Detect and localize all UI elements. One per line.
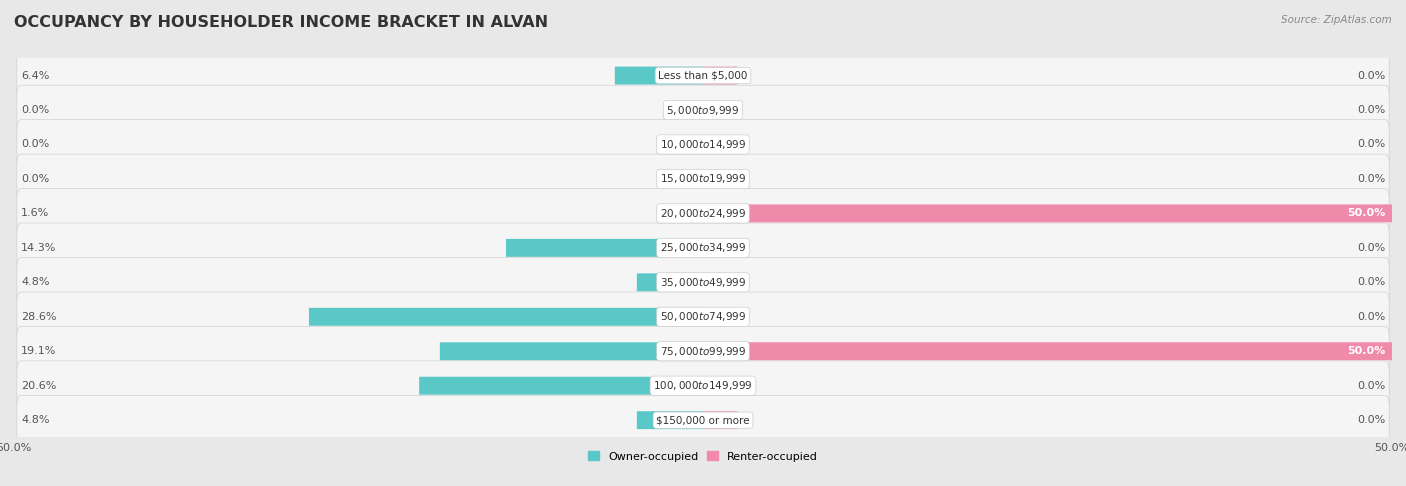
- FancyBboxPatch shape: [17, 189, 1389, 238]
- Text: 6.4%: 6.4%: [21, 70, 49, 81]
- FancyBboxPatch shape: [703, 273, 738, 291]
- FancyBboxPatch shape: [669, 205, 703, 223]
- FancyBboxPatch shape: [21, 360, 1389, 410]
- FancyBboxPatch shape: [703, 377, 738, 395]
- Text: $35,000 to $49,999: $35,000 to $49,999: [659, 276, 747, 289]
- FancyBboxPatch shape: [703, 136, 738, 154]
- FancyBboxPatch shape: [637, 411, 703, 429]
- FancyBboxPatch shape: [21, 119, 1389, 169]
- Text: 14.3%: 14.3%: [21, 243, 56, 253]
- Text: 20.6%: 20.6%: [21, 381, 56, 391]
- Text: 0.0%: 0.0%: [1357, 139, 1385, 150]
- FancyBboxPatch shape: [21, 257, 1389, 307]
- FancyBboxPatch shape: [17, 223, 1389, 273]
- Text: 0.0%: 0.0%: [1357, 312, 1385, 322]
- FancyBboxPatch shape: [703, 342, 1392, 360]
- Text: 0.0%: 0.0%: [1357, 70, 1385, 81]
- Text: $15,000 to $19,999: $15,000 to $19,999: [659, 173, 747, 186]
- Text: 28.6%: 28.6%: [21, 312, 56, 322]
- Text: $5,000 to $9,999: $5,000 to $9,999: [666, 104, 740, 117]
- FancyBboxPatch shape: [17, 120, 1389, 169]
- FancyBboxPatch shape: [703, 67, 738, 85]
- FancyBboxPatch shape: [703, 101, 738, 119]
- Text: OCCUPANCY BY HOUSEHOLDER INCOME BRACKET IN ALVAN: OCCUPANCY BY HOUSEHOLDER INCOME BRACKET …: [14, 15, 548, 30]
- Text: 50.0%: 50.0%: [1347, 208, 1385, 218]
- Text: $25,000 to $34,999: $25,000 to $34,999: [659, 242, 747, 254]
- FancyBboxPatch shape: [21, 154, 1389, 203]
- FancyBboxPatch shape: [506, 239, 703, 257]
- FancyBboxPatch shape: [17, 51, 1389, 101]
- FancyBboxPatch shape: [703, 170, 738, 188]
- Text: 0.0%: 0.0%: [1357, 243, 1385, 253]
- Text: Less than $5,000: Less than $5,000: [658, 70, 748, 81]
- Text: Source: ZipAtlas.com: Source: ZipAtlas.com: [1281, 15, 1392, 25]
- Text: 4.8%: 4.8%: [21, 278, 49, 287]
- FancyBboxPatch shape: [17, 395, 1389, 445]
- Text: $20,000 to $24,999: $20,000 to $24,999: [659, 207, 747, 220]
- Text: $75,000 to $99,999: $75,000 to $99,999: [659, 345, 747, 358]
- FancyBboxPatch shape: [703, 239, 738, 257]
- Text: 19.1%: 19.1%: [21, 346, 56, 356]
- FancyBboxPatch shape: [17, 327, 1389, 376]
- Text: $100,000 to $149,999: $100,000 to $149,999: [654, 379, 752, 392]
- FancyBboxPatch shape: [21, 85, 1389, 134]
- FancyBboxPatch shape: [669, 170, 703, 188]
- FancyBboxPatch shape: [17, 292, 1389, 342]
- FancyBboxPatch shape: [669, 101, 703, 119]
- Text: $10,000 to $14,999: $10,000 to $14,999: [659, 138, 747, 151]
- Text: $150,000 or more: $150,000 or more: [657, 415, 749, 425]
- Text: 0.0%: 0.0%: [21, 174, 49, 184]
- Text: $50,000 to $74,999: $50,000 to $74,999: [659, 310, 747, 323]
- FancyBboxPatch shape: [17, 85, 1389, 135]
- Legend: Owner-occupied, Renter-occupied: Owner-occupied, Renter-occupied: [583, 447, 823, 466]
- FancyBboxPatch shape: [419, 377, 703, 395]
- Text: 4.8%: 4.8%: [21, 415, 49, 425]
- Text: 0.0%: 0.0%: [1357, 278, 1385, 287]
- Text: 0.0%: 0.0%: [21, 105, 49, 115]
- Text: 0.0%: 0.0%: [1357, 105, 1385, 115]
- FancyBboxPatch shape: [703, 411, 738, 429]
- FancyBboxPatch shape: [440, 342, 703, 360]
- Text: 1.6%: 1.6%: [21, 208, 49, 218]
- FancyBboxPatch shape: [21, 223, 1389, 272]
- Text: 0.0%: 0.0%: [1357, 174, 1385, 184]
- FancyBboxPatch shape: [703, 308, 738, 326]
- FancyBboxPatch shape: [614, 67, 703, 85]
- FancyBboxPatch shape: [21, 395, 1389, 444]
- Text: 0.0%: 0.0%: [1357, 381, 1385, 391]
- FancyBboxPatch shape: [17, 361, 1389, 411]
- FancyBboxPatch shape: [21, 188, 1389, 238]
- FancyBboxPatch shape: [309, 308, 703, 326]
- FancyBboxPatch shape: [17, 258, 1389, 307]
- FancyBboxPatch shape: [21, 326, 1389, 375]
- Text: 0.0%: 0.0%: [21, 139, 49, 150]
- FancyBboxPatch shape: [703, 205, 1392, 223]
- Text: 0.0%: 0.0%: [1357, 415, 1385, 425]
- FancyBboxPatch shape: [669, 136, 703, 154]
- FancyBboxPatch shape: [21, 291, 1389, 341]
- Text: 50.0%: 50.0%: [1347, 346, 1385, 356]
- FancyBboxPatch shape: [17, 154, 1389, 204]
- FancyBboxPatch shape: [21, 50, 1389, 100]
- FancyBboxPatch shape: [637, 273, 703, 291]
